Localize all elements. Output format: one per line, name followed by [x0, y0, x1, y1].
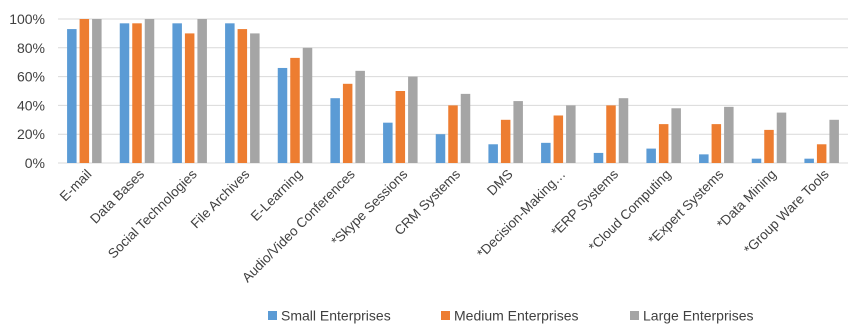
bar: [184, 33, 195, 164]
y-tick-label: 40%: [17, 97, 45, 113]
legend-label: Small Enterprises: [281, 308, 391, 324]
bar: [658, 124, 669, 163]
bar: [225, 23, 235, 163]
bar: [553, 115, 564, 163]
bar: [488, 144, 498, 163]
legend-label: Large Enterprises: [643, 308, 754, 324]
bar: [764, 129, 774, 163]
bar: [237, 29, 248, 163]
x-tick-label: E-mail: [57, 167, 95, 205]
x-tick-label: DMS: [484, 167, 516, 199]
bar: [646, 148, 656, 163]
bar: [408, 76, 418, 163]
bar: [776, 112, 787, 163]
bar: [342, 83, 353, 163]
bar: [92, 19, 102, 163]
bar: [566, 105, 576, 163]
x-tick-label: E-Learning: [248, 167, 305, 224]
bar: [541, 142, 551, 163]
bar: [513, 101, 523, 163]
bar: [699, 154, 709, 163]
bar: [330, 98, 340, 163]
y-axis-tick-labels: 0% 20% 40% 60% 80% 100%: [9, 11, 45, 171]
bar: [383, 122, 393, 163]
bar: [290, 57, 300, 163]
bar: [816, 144, 827, 163]
legend-swatch: [630, 311, 639, 320]
bar: [500, 119, 511, 163]
legend-swatch: [441, 311, 450, 320]
bar: [460, 93, 471, 163]
x-tick-label: Social Technologies: [105, 166, 200, 261]
bar: [448, 105, 458, 163]
y-tick-label: 80%: [17, 40, 45, 56]
bar: [593, 152, 604, 163]
bar: [435, 134, 446, 163]
bar: [302, 47, 313, 163]
bar: [751, 158, 762, 163]
bar: [79, 19, 90, 163]
y-tick-label: 60%: [17, 69, 45, 85]
bar: [804, 158, 814, 163]
bar: [606, 105, 616, 163]
y-tick-label: 20%: [17, 126, 45, 142]
bar: [144, 19, 155, 163]
y-tick-label: 100%: [9, 11, 45, 27]
bar: [395, 91, 406, 163]
bar: [618, 98, 629, 163]
bar: [355, 70, 365, 163]
bar: [724, 106, 734, 163]
bar: [671, 108, 681, 163]
bar: [172, 23, 182, 163]
bars: [67, 19, 839, 164]
legend-label: Medium Enterprises: [454, 308, 579, 324]
bar: [132, 23, 142, 163]
bar: [829, 119, 839, 163]
bar: [277, 67, 288, 163]
legend: Small Enterprises Medium Enterprises Large…: [268, 308, 754, 324]
bar: [197, 19, 207, 163]
y-tick-label: 0%: [25, 155, 45, 171]
bar: [119, 23, 130, 163]
bar: [250, 33, 260, 164]
x-tick-label: *Decision-Making…: [474, 167, 568, 261]
legend-swatch: [268, 311, 277, 320]
bar: [711, 124, 722, 163]
bar: [67, 29, 77, 163]
